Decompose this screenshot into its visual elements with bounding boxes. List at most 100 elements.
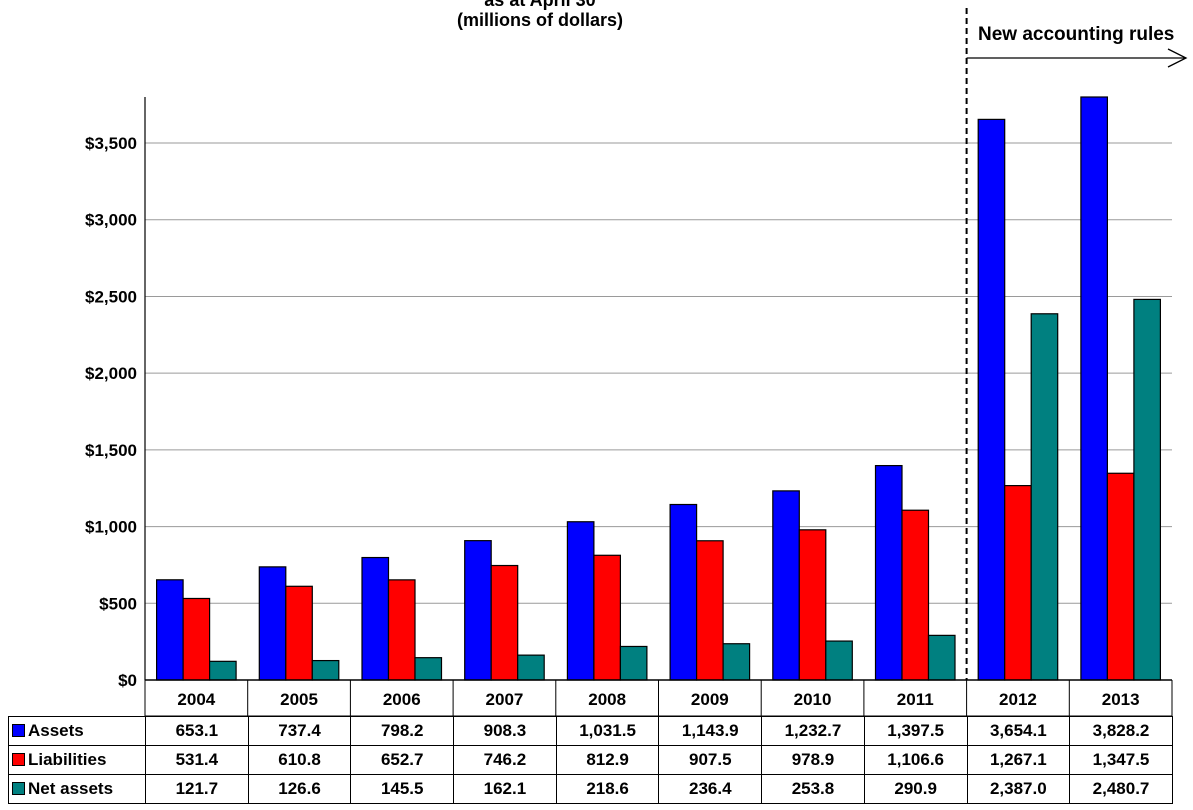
bars xyxy=(156,96,1162,681)
bar-liabilities xyxy=(182,597,211,681)
y-tick-label: $3,000 xyxy=(85,211,137,230)
legend-entry: Net assets xyxy=(8,774,146,804)
x-axis-labels: 2004 2005 2006 2007 2008 2009 2010 2011 2012 2013 xyxy=(177,690,1139,709)
bar-assets xyxy=(156,579,184,681)
data-table: Assets 653.1 737.4 798.2 908.3 1,031.5 1,143.9… xyxy=(8,716,1173,804)
x-tick-label: 2011 xyxy=(897,690,934,709)
bar-assets xyxy=(977,118,1006,681)
axes xyxy=(144,97,1173,716)
bar-liabilities xyxy=(695,540,724,681)
table-cell: 652.7 xyxy=(350,745,455,775)
table-cell: 1,031.5 xyxy=(555,716,660,746)
bar-assets xyxy=(669,503,698,681)
legend-entry: Liabilities xyxy=(8,745,146,775)
x-tick-label: 2005 xyxy=(280,690,318,709)
bar-net-assets xyxy=(722,643,751,681)
chart-title-line2: (millions of dollars) xyxy=(456,10,623,30)
accounting-rules-annotation: New accounting rules xyxy=(978,24,1175,45)
table-cell: 3,828.2 xyxy=(1069,716,1173,746)
table-cell: 218.6 xyxy=(555,774,660,804)
arrow-right-icon xyxy=(1167,48,1188,68)
table-cell: 121.7 xyxy=(145,774,249,804)
accounting-divider xyxy=(965,8,1188,680)
bar-net-assets xyxy=(825,640,853,681)
table-row: Assets 653.1 737.4 798.2 908.3 1,031.5 1,143.9… xyxy=(8,716,1173,746)
legend-swatch xyxy=(12,724,25,737)
y-tick-label: $1,000 xyxy=(85,518,137,537)
y-axis-labels: $0 $500 $1,000 $1,500 $2,000 $2,500 $3,000 $3,5… xyxy=(85,134,137,690)
bar-assets xyxy=(258,566,287,681)
table-cell: 2,480.7 xyxy=(1069,774,1173,804)
x-tick-label: 2006 xyxy=(383,690,421,709)
table-cell: 737.4 xyxy=(247,716,352,746)
x-tick-label: 2010 xyxy=(794,690,832,709)
chart-title-line1: as at April 30 xyxy=(484,0,596,10)
y-tick-label: $500 xyxy=(99,594,137,613)
bar-liabilities xyxy=(901,509,930,681)
y-tick-label: $3,500 xyxy=(85,134,137,153)
table-cell: 798.2 xyxy=(350,716,455,746)
bar-liabilities xyxy=(387,579,416,681)
bar-assets xyxy=(464,540,492,681)
table-cell: 3,654.1 xyxy=(966,716,1071,746)
bar-net-assets xyxy=(414,657,443,681)
table-cell: 908.3 xyxy=(453,716,557,746)
table-cell: 812.9 xyxy=(555,745,660,775)
bar-liabilities xyxy=(1106,472,1135,681)
table-cell: 126.6 xyxy=(247,774,352,804)
table-cell: 162.1 xyxy=(453,774,557,804)
table-row: Net assets 121.7 126.6 145.5 162.1 218.6 236.4… xyxy=(8,774,1173,804)
table-cell: 1,232.7 xyxy=(761,716,865,746)
y-tick-label: $2,500 xyxy=(85,287,137,306)
table-cell: 531.4 xyxy=(145,745,249,775)
bar-net-assets xyxy=(1133,298,1162,681)
y-tick-label: $1,500 xyxy=(85,441,137,460)
x-tick-label: 2009 xyxy=(691,690,729,709)
y-tick-label: $0 xyxy=(118,671,137,690)
table-cell: 1,267.1 xyxy=(966,745,1071,775)
y-tick-label: $2,000 xyxy=(85,364,137,383)
table-cell: 907.5 xyxy=(658,745,763,775)
x-tick-label: 2012 xyxy=(999,690,1037,709)
x-tick-label: 2008 xyxy=(588,690,626,709)
table-cell: 290.9 xyxy=(863,774,968,804)
bar-liabilities xyxy=(490,564,519,681)
x-tick-label: 2013 xyxy=(1102,690,1140,709)
table-cell: 653.1 xyxy=(145,716,249,746)
table-cell: 1,143.9 xyxy=(658,716,763,746)
table-cell: 2,387.0 xyxy=(966,774,1071,804)
legend-label: Net assets xyxy=(28,779,114,798)
table-cell: 746.2 xyxy=(453,745,557,775)
bar-net-assets xyxy=(311,659,340,681)
legend-label: Liabilities xyxy=(28,750,107,769)
table-cell: 145.5 xyxy=(350,774,455,804)
bar-liabilities xyxy=(285,585,313,681)
bar-assets xyxy=(772,490,800,681)
table-cell: 610.8 xyxy=(247,745,352,775)
legend-entry: Assets xyxy=(8,716,146,746)
table-cell: 236.4 xyxy=(658,774,763,804)
x-tick-label: 2004 xyxy=(177,690,215,709)
chart-title: as at April 30 (millions of dollars) xyxy=(350,0,730,30)
table-cell: 253.8 xyxy=(761,774,865,804)
bar-chart: $0 $500 $1,000 $1,500 $2,000 $2,500 $3,000 $3,5… xyxy=(85,8,1188,716)
bar-net-assets xyxy=(1030,313,1059,681)
legend-swatch xyxy=(12,753,25,766)
table-cell: 1,347.5 xyxy=(1069,745,1173,775)
bar-net-assets xyxy=(619,645,648,681)
bar-assets xyxy=(361,556,390,681)
x-tick-label: 2007 xyxy=(486,690,524,709)
bar-net-assets xyxy=(927,634,956,681)
legend-label: Assets xyxy=(28,721,84,740)
bar-net-assets xyxy=(517,654,545,681)
table-cell: 978.9 xyxy=(761,745,865,775)
table-cell: 1,106.6 xyxy=(863,745,968,775)
bar-assets xyxy=(1080,96,1109,681)
bar-liabilities xyxy=(1004,485,1032,681)
bar-net-assets xyxy=(209,660,237,681)
bar-liabilities xyxy=(798,529,827,681)
legend-swatch xyxy=(12,782,25,795)
table-row: Liabilities 531.4 610.8 652.7 746.2 812.9 907.… xyxy=(8,745,1173,775)
bar-liabilities xyxy=(593,554,622,681)
bar-assets xyxy=(566,521,595,681)
